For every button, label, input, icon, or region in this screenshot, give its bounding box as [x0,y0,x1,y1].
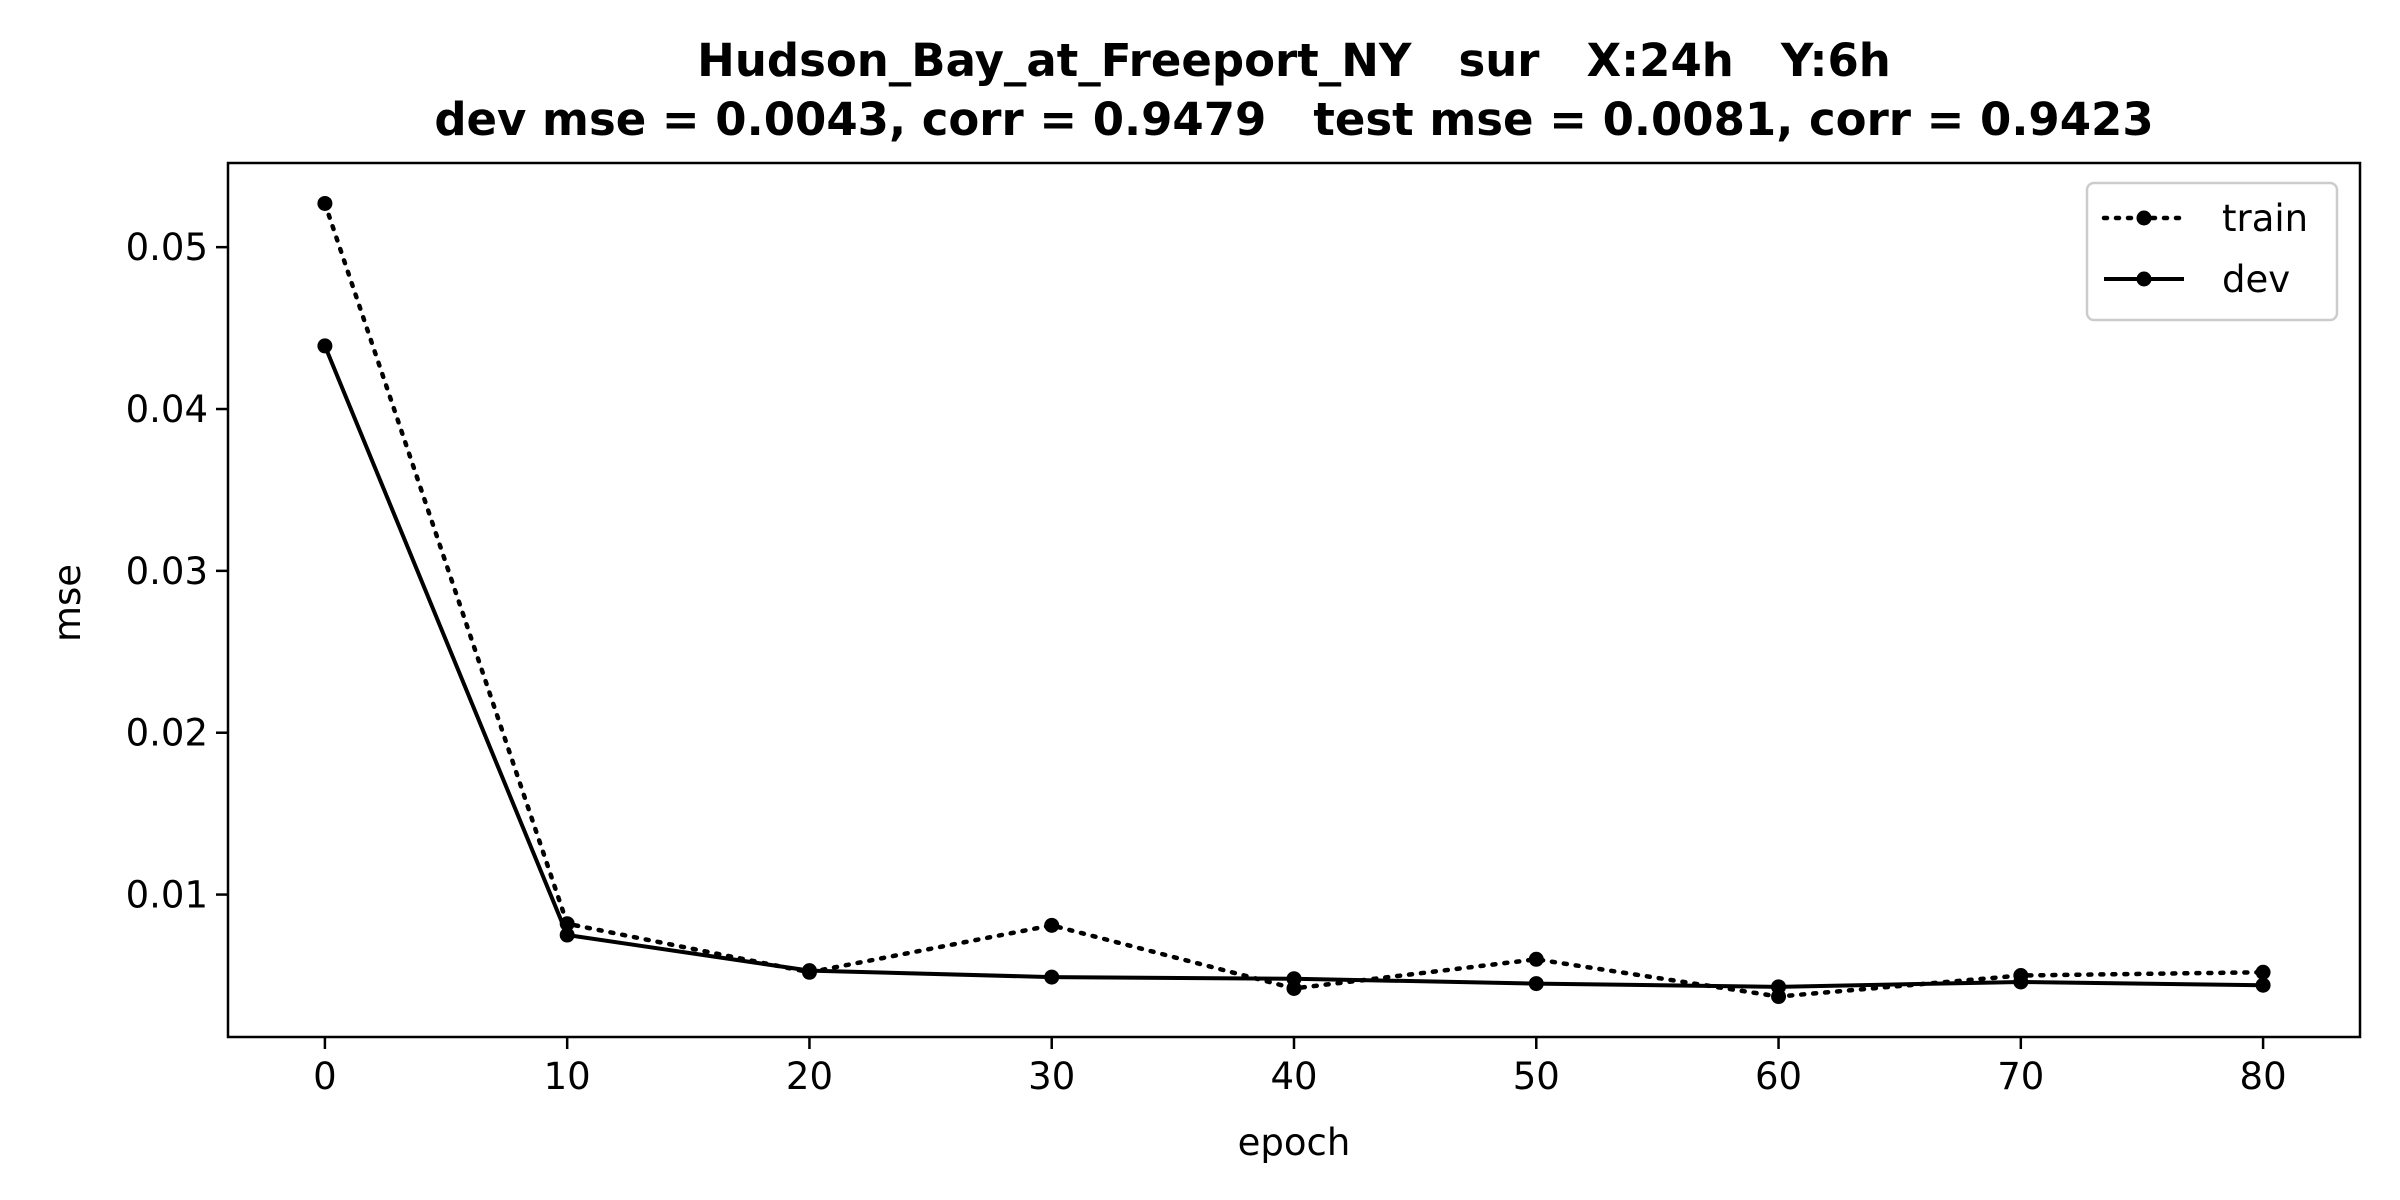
data-point-dev [2013,974,2029,990]
legend: train dev [2085,181,2339,322]
legend-label-dev: dev [2222,258,2290,301]
data-point-train [1528,951,1544,967]
data-point-dev [1771,979,1787,995]
data-point-train [1044,917,1060,933]
data-point-dev [801,963,817,979]
y-tick-label: 0.03 [126,550,208,593]
x-tick-label: 10 [544,1055,591,1098]
y-tick-label: 0.05 [126,226,208,269]
y-tick-label: 0.02 [126,712,208,755]
x-tick-label: 30 [1028,1055,1075,1098]
legend-marker-dev [2136,271,2152,287]
x-axis-label: epoch [1238,1121,1351,1164]
data-point-dev [1286,971,1302,987]
y-tick-label: 0.04 [126,388,208,431]
data-point-train [2255,964,2271,980]
data-point-dev [2255,977,2271,993]
data-point-dev [1528,976,1544,992]
data-point-dev [317,338,333,354]
y-tick-label: 0.01 [126,874,208,917]
x-tick-label: 80 [2240,1055,2287,1098]
legend-marker-train [2136,210,2152,226]
x-tick-label: 70 [1997,1055,2044,1098]
plot-marks [317,195,2271,1005]
chart-subtitle: dev mse = 0.0043, corr = 0.9479 test mse… [434,93,2153,146]
x-tick-label: 20 [786,1055,833,1098]
chart-title: Hudson_Bay_at_Freeport_NY sur X:24h Y:6h [697,34,1891,87]
legend-label-train: train [2222,197,2308,240]
x-tick-label: 40 [1270,1055,1317,1098]
x-tick-label: 50 [1513,1055,1560,1098]
data-point-train [317,195,333,211]
data-point-dev [1044,969,1060,985]
y-axis-ticks: 0.01 0.02 0.03 0.04 0.05 [126,226,228,917]
data-point-dev [559,927,575,943]
x-tick-label: 0 [313,1055,337,1098]
x-axis-ticks: 0 10 20 30 40 50 60 70 80 [313,1037,2287,1098]
y-axis-label: mse [46,564,89,642]
x-tick-label: 60 [1755,1055,1802,1098]
